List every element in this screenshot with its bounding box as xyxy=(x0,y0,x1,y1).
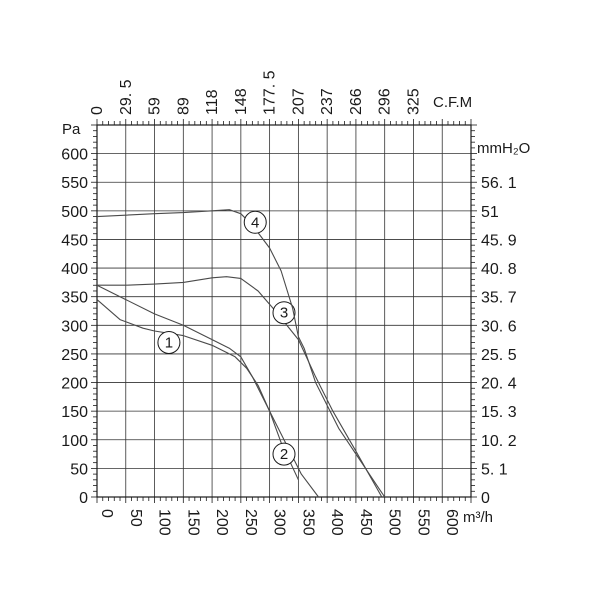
y-tick-label: 200 xyxy=(61,376,88,393)
top-tick-label: 266 xyxy=(348,88,365,115)
x-tick-label: 300 xyxy=(271,509,288,536)
performance-curves: 1 2 3 4 xyxy=(96,209,386,498)
top-tick-label: 237 xyxy=(319,88,336,115)
top-axis-unit-label: C.F.M xyxy=(433,94,472,111)
x-tick-label: 100 xyxy=(156,509,173,536)
curve-marker-4 xyxy=(243,210,267,234)
y-tick-label: 600 xyxy=(61,147,88,164)
right-tick-label: 10. 2 xyxy=(481,433,517,450)
right-tick-label: 35. 7 xyxy=(481,290,517,307)
x-tick-label: 450 xyxy=(357,509,374,536)
y-tick-label: 400 xyxy=(61,261,88,278)
top-tick-label: 325 xyxy=(405,88,422,115)
y-tick-label: 100 xyxy=(61,433,88,450)
x-tick-label: 600 xyxy=(443,509,460,536)
right-tick-label: 5. 1 xyxy=(481,461,508,478)
y-tick-label: 300 xyxy=(61,318,88,335)
x-tick-label: 550 xyxy=(414,509,431,536)
top-tick-label: 89 xyxy=(175,97,192,115)
right-tick-label: 40. 8 xyxy=(481,261,517,278)
x-axis-unit-label: m³/h xyxy=(463,509,493,526)
curve-marker-1 xyxy=(157,330,181,354)
top-tick-label: 177. 5 xyxy=(262,70,279,115)
top-tick-label: 0 xyxy=(89,106,106,115)
top-tick-label: 296 xyxy=(377,88,394,115)
right-tick-label: 20. 4 xyxy=(481,376,517,393)
curve-3 xyxy=(97,276,383,498)
x-tick-label: 0 xyxy=(98,509,115,518)
right-tick-label: 45. 9 xyxy=(481,232,517,249)
curve-label-1: 1 xyxy=(165,334,173,351)
top-tick-label: 207 xyxy=(290,88,307,115)
curve-label-4: 4 xyxy=(251,214,259,231)
plot-frame xyxy=(96,124,472,498)
curve-marker-2 xyxy=(272,442,296,466)
right-tick-label: 25. 5 xyxy=(481,347,517,364)
x-tick-label: 200 xyxy=(213,509,230,536)
y-tick-label: 150 xyxy=(61,404,88,421)
right-tick-label: 56. 1 xyxy=(481,175,517,192)
top-tick-label: 59 xyxy=(147,97,164,115)
curve-4 xyxy=(96,209,386,498)
top-tick-label: 118 xyxy=(204,89,221,115)
right-tick-label: 0 xyxy=(481,490,490,507)
curve-marker-3 xyxy=(272,301,296,325)
minor-tick-marks xyxy=(91,119,477,503)
curve-label-2: 2 xyxy=(280,446,288,463)
y-tick-label: 500 xyxy=(61,204,88,221)
y-tick-label: 0 xyxy=(79,490,88,507)
axis-tick-labels: 05010015020025030035040045050055060005. … xyxy=(61,70,516,535)
curve-1 xyxy=(96,299,299,481)
y-tick-label: 250 xyxy=(61,347,88,364)
x-tick-label: 150 xyxy=(184,509,201,536)
right-tick-label: 51 xyxy=(481,204,499,221)
right-tick-label: 15. 3 xyxy=(481,404,517,421)
x-tick-label: 500 xyxy=(386,509,403,536)
right-axis-unit-label: mmH₂O xyxy=(477,140,530,157)
x-tick-label: 400 xyxy=(328,509,345,536)
x-tick-label: 250 xyxy=(242,509,259,536)
y-tick-label: 450 xyxy=(61,232,88,249)
y-tick-label: 50 xyxy=(70,461,88,478)
y-tick-label: 550 xyxy=(61,175,88,192)
right-tick-label: 30. 6 xyxy=(481,318,517,335)
y-axis-unit-label: Pa xyxy=(62,121,81,138)
curve-label-3: 3 xyxy=(280,305,288,322)
y-tick-label: 350 xyxy=(61,290,88,307)
x-tick-label: 50 xyxy=(127,509,144,527)
top-tick-label: 29. 5 xyxy=(118,79,135,115)
top-tick-label: 148 xyxy=(233,88,250,115)
x-tick-label: 350 xyxy=(299,509,316,536)
